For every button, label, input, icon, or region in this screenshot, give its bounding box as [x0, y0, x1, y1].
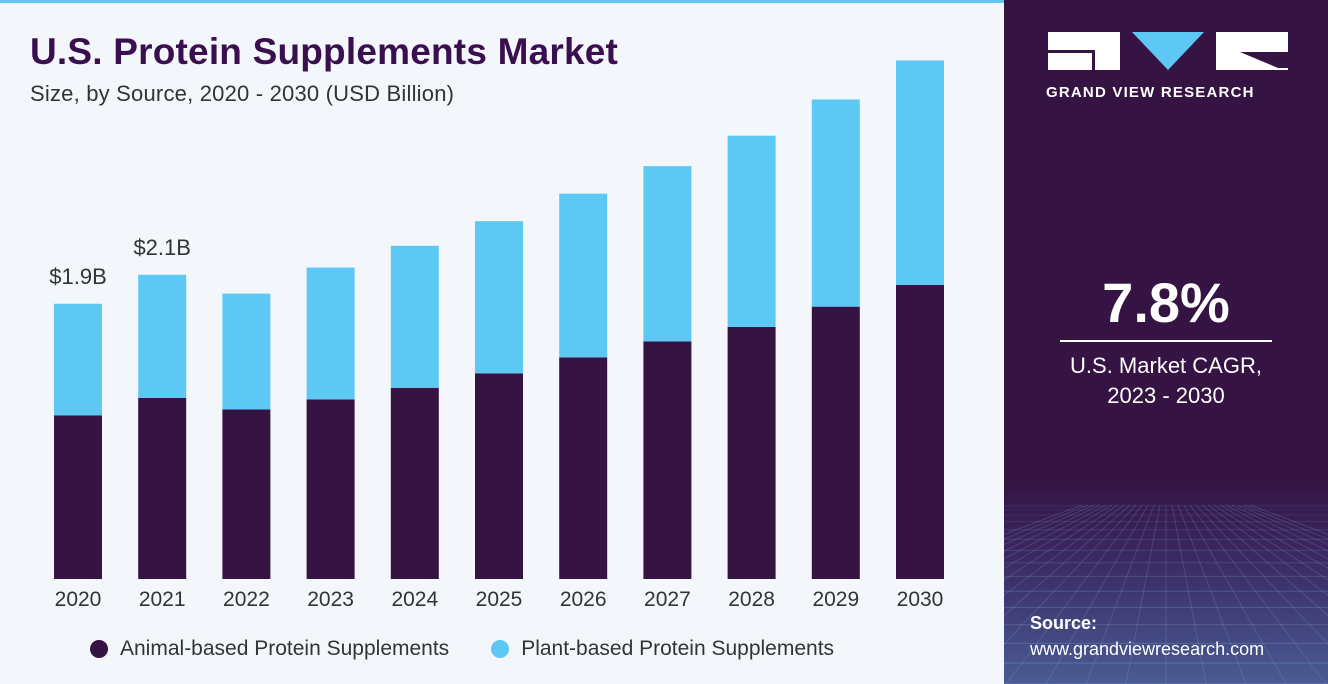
bar-plant-2030 [896, 60, 944, 285]
bar-animal-2030 [896, 284, 944, 579]
grid-line [1213, 504, 1328, 581]
x-tick-label: 2028 [728, 588, 775, 611]
bar-animal-2029 [811, 306, 860, 579]
brand-name: GRAND VIEW RESEARCH [1046, 84, 1255, 101]
bar-plant-2023 [306, 267, 355, 400]
legend-swatch-plant [491, 640, 510, 658]
grid-line [1225, 504, 1328, 560]
bar-plant-2021 [138, 274, 187, 398]
bar-animal-2020 [54, 415, 102, 579]
legend-label-animal: Animal-based Protein Supplements [120, 637, 450, 660]
logo-chevron [1132, 32, 1204, 70]
legend-item-plant: Plant-based Protein Supplements [491, 637, 834, 661]
bar-animal-2027 [643, 341, 692, 579]
info-panel: GRAND VIEW RESEARCH 7.8% U.S. Market CAG… [1004, 0, 1328, 684]
x-tick-label: 2020 [55, 588, 102, 611]
bar-animal-2026 [559, 357, 608, 579]
bar-animal-2028 [727, 326, 776, 579]
grid-line [1231, 504, 1328, 552]
x-tick-label: 2021 [139, 588, 186, 611]
grid-line [1004, 504, 1137, 645]
bar-plant-2020 [54, 303, 102, 416]
bar-animal-2021 [138, 397, 187, 579]
x-tick-label: 2026 [560, 588, 607, 611]
bar-chart: 2020 2021 2022 2023 2024 2025 2026 2027 2028 2029… [49, 60, 944, 611]
grid-line [1085, 504, 1155, 684]
grid-line [1177, 504, 1247, 684]
chart-subtitle: Size, by Source, 2020 - 2030 (USD Billio… [30, 81, 455, 106]
x-tick-label: 2027 [644, 588, 691, 611]
grid-line [1045, 504, 1149, 684]
bar-animal-2023 [306, 399, 355, 579]
cagr-label: U.S. Market CAGR, 2023 - 2030 [1004, 351, 1328, 411]
chart-panel: U.S. Protein Supplements Market Size, by… [0, 0, 1004, 684]
bar-plant-2022 [222, 293, 271, 410]
bar-animal-2024 [390, 387, 439, 579]
data-label-2020: $1.9B [49, 264, 107, 289]
bar-plant-2025 [475, 221, 523, 374]
grid-line [1004, 504, 1107, 560]
brand-logo [1048, 32, 1288, 70]
x-tick-label: 2023 [307, 588, 354, 611]
grid-line [1004, 504, 1101, 552]
grid-line [1004, 504, 1113, 569]
cagr-divider [1060, 340, 1272, 342]
grid-line [1207, 504, 1328, 596]
x-tick-label: 2029 [812, 588, 859, 611]
grid-line [1171, 504, 1207, 684]
grid-line [1004, 504, 1119, 581]
grid-line [1243, 504, 1328, 540]
cagr-label-line2: 2023 - 2030 [1107, 383, 1225, 408]
grid-line [1183, 504, 1287, 684]
bar-plant-2028 [727, 135, 776, 327]
legend-item-animal: Animal-based Protein Supplements [90, 637, 449, 661]
bar-plant-2026 [559, 193, 608, 358]
grid-line [1005, 504, 1143, 684]
x-tick-label: 2025 [476, 588, 523, 611]
grid-line [1201, 504, 1328, 617]
decorative-grid [1004, 504, 1328, 684]
cagr-label-line1: U.S. Market CAGR, [1070, 353, 1262, 378]
x-tick-label: 2030 [897, 588, 944, 611]
x-tick-label: 2024 [391, 588, 438, 611]
data-label-2021: $2.1B [133, 235, 191, 260]
bar-animal-2025 [475, 373, 523, 579]
grid-line [1004, 504, 1131, 617]
x-tick-label: 2022 [223, 588, 270, 611]
grid-line [1237, 504, 1328, 546]
grid-line [1004, 504, 1125, 596]
chart-title: U.S. Protein Supplements Market [30, 31, 619, 72]
bar-plant-2024 [390, 245, 439, 388]
bar-animal-2022 [222, 409, 271, 579]
bar-plant-2027 [643, 166, 692, 342]
source-label: Source: [1030, 613, 1098, 633]
grid-line [1125, 504, 1161, 684]
legend-label-plant: Plant-based Protein Supplements [521, 637, 835, 660]
grid-line [1004, 504, 1095, 546]
chart-legend: Animal-based Protein Supplements Plant-b… [90, 637, 834, 661]
grid-line [1195, 504, 1328, 645]
grid-line [1219, 504, 1328, 569]
legend-swatch-animal [90, 640, 108, 658]
bar-plant-2029 [811, 99, 860, 307]
grid-line [1004, 504, 1089, 540]
grid-line [1189, 504, 1327, 684]
source-url[interactable]: www.grandviewresearch.com [1030, 639, 1265, 659]
cagr-value: 7.8% [1102, 271, 1230, 334]
